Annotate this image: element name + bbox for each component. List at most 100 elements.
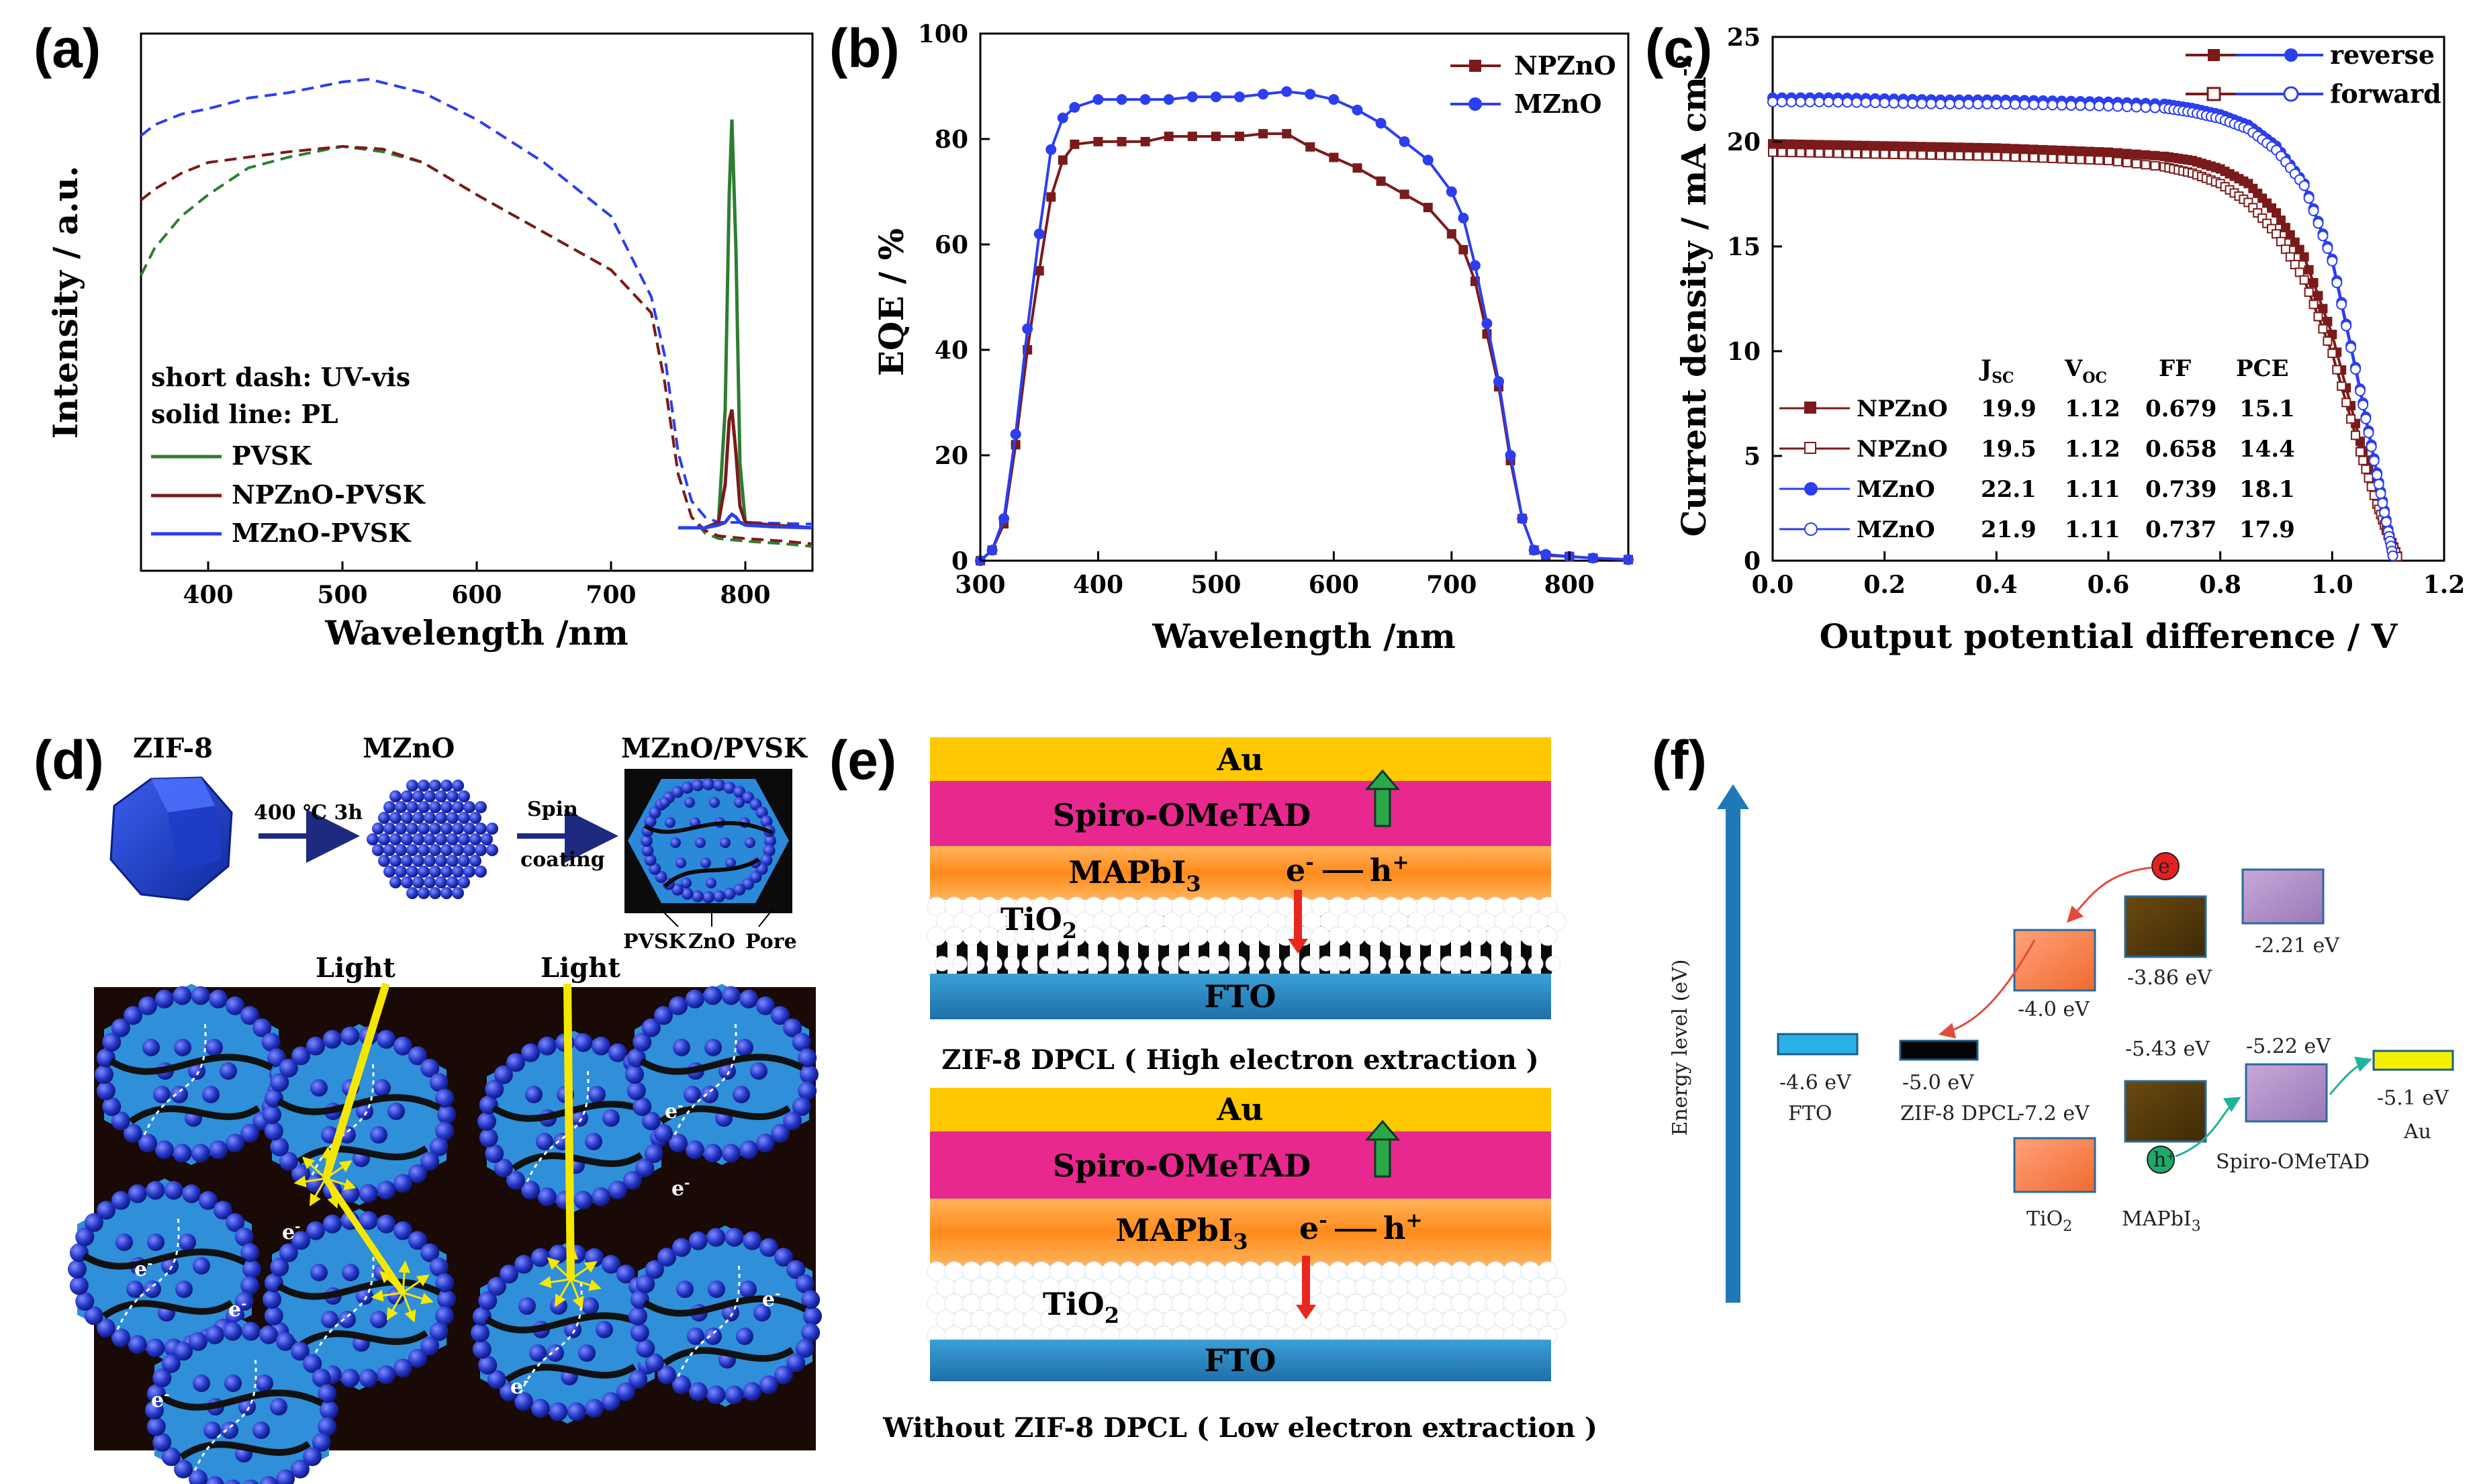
table-cell-pce: 18.1 [2239, 476, 2295, 503]
zno-nanoparticle [75, 1291, 95, 1311]
tio2-particle [1250, 1277, 1270, 1297]
series-npzno-forward-point [2276, 236, 2286, 246]
series-npzno-forward-point [2075, 154, 2086, 165]
zno-nanoparticle [530, 1248, 550, 1267]
series-npzno-forward-point [1870, 149, 1880, 159]
zno-nanoparticle [401, 833, 413, 845]
series-npzno-reverse-point [1852, 140, 1861, 150]
tio2-particle [1485, 926, 1505, 946]
zno-nanoparticle [800, 1065, 819, 1084]
zno-nanoparticle [756, 1133, 775, 1153]
table-cell-ff: 0.679 [2145, 396, 2216, 422]
zno-nanoparticle [389, 855, 402, 867]
panel-c-plot [1767, 92, 2402, 561]
electron-label: e- [228, 1295, 246, 1321]
tio2-particle [1372, 1309, 1392, 1330]
zno-nanoparticle [290, 1459, 310, 1479]
series-npzno-forward-point [2308, 299, 2319, 310]
au-layer-bottom [930, 1088, 1551, 1131]
electron-carrier-icon [2151, 852, 2180, 880]
zno-nanoparticle [242, 1260, 261, 1279]
zno-nanoparticle [440, 780, 453, 792]
zno-nanoparticle [69, 1276, 89, 1295]
series-npzno-forward-point [1954, 150, 1964, 160]
inset-nanoparticle [734, 797, 745, 808]
tio2-vb-box [2013, 1137, 2096, 1193]
tio2-particle [1188, 1293, 1209, 1313]
series-npzno-reverse-point [2085, 146, 2095, 156]
series-mzno-forward-point [2317, 230, 2329, 242]
series-npzno-reverse-point [1824, 140, 1834, 150]
series-mzno-forward-point [2345, 342, 2357, 353]
series-npzno-forward-point [2057, 154, 2067, 164]
electron-labels: e-e-e-e-e-e-e-e- [134, 1097, 780, 1412]
series-mzno-forward-point [1832, 96, 1844, 107]
tio2-particle [1301, 956, 1317, 972]
zno-nanoparticle [479, 1128, 498, 1148]
zno-nanoparticle [435, 812, 447, 824]
b-ytick-label: 100 [918, 20, 968, 48]
tio2-particle [1520, 1293, 1540, 1313]
au-label-top: Au [1216, 741, 1263, 778]
inset-nanoparticle [644, 853, 657, 866]
au-label-bottom: Au [1216, 1091, 1263, 1127]
scatter-arrow [325, 1177, 357, 1191]
series-npzno-forward-point [2285, 252, 2295, 262]
tio2-particle [1180, 1277, 1200, 1297]
zno-nanoparticle [537, 1036, 557, 1056]
zno-nanoparticle [256, 1375, 273, 1392]
scatter-arrow [569, 1279, 584, 1309]
zno-nanoparticle [672, 1238, 691, 1257]
series-npzno-forward-point [2020, 152, 2029, 163]
tio2-particle [1136, 1261, 1156, 1281]
zno-nanoparticle [641, 1111, 661, 1131]
tio2-particle [1363, 1261, 1383, 1281]
series-npzno-forward-point [1795, 148, 1806, 158]
zno-nanoparticle [429, 1137, 449, 1156]
zno-nanoparticle [412, 812, 424, 824]
series-mzno-forward-point [2331, 277, 2343, 289]
tio2-particle [1250, 1309, 1270, 1330]
mapbi3-layer-bottom [930, 1199, 1551, 1266]
zno-nanoparticle [406, 823, 418, 835]
zno-nanoparticle [628, 1307, 647, 1326]
scatter-arrow [547, 1257, 572, 1281]
zno-nanoparticle [684, 1086, 701, 1103]
tio2-particle [1493, 956, 1509, 972]
table-cell-name: NPZnO [1857, 396, 1948, 422]
table-cell-pce: 17.9 [2239, 516, 2295, 543]
tio2-particle [927, 926, 947, 946]
zno-nanoparticle [622, 1170, 642, 1190]
tio2-particle [1442, 1277, 1462, 1297]
zno-nanoparticle [406, 801, 418, 813]
zno-nanoparticle [588, 1086, 606, 1103]
pv-parameter-table: JSC VOC FF PCE NPZnO 19.9 1.12 0.679 15.1NPZ… [1779, 355, 2295, 543]
c-xtick-label: 0.0 [1752, 571, 1794, 599]
series-npzno-forward-point [1908, 150, 1918, 160]
panel-d-label: (d) [34, 730, 104, 791]
zno-nanoparticle [725, 1385, 744, 1405]
legend-mzno-b: MZnO [1514, 89, 1602, 119]
zno-nanoparticle [770, 1006, 790, 1025]
zno-nanoparticle [602, 1254, 620, 1274]
tio2-particle [1450, 926, 1470, 946]
series-mzno-forward-point [2065, 99, 2077, 111]
zno-nanoparticle [801, 1323, 821, 1342]
zno-nanoparticle [128, 1184, 147, 1203]
series-mzno-point [1163, 94, 1174, 105]
series-mzno-forward-point [2380, 516, 2392, 528]
series-npzno-point [1070, 139, 1080, 149]
tio2-particle [1328, 1261, 1348, 1281]
inset-nanoparticle [760, 815, 773, 828]
inset-nanoparticle [755, 806, 768, 819]
zno-nanoparticle [536, 1133, 553, 1150]
series-mzno-forward-point [1963, 98, 1974, 109]
a-xtick-label: 700 [586, 581, 636, 609]
zno-nanoparticle [654, 1006, 673, 1025]
tio2-particle [1127, 1309, 1148, 1330]
coating-label: coating [520, 848, 605, 872]
inset-nanoparticle [641, 844, 654, 857]
zno-nanoparticle [452, 823, 464, 835]
tio2-particle [1241, 926, 1261, 946]
